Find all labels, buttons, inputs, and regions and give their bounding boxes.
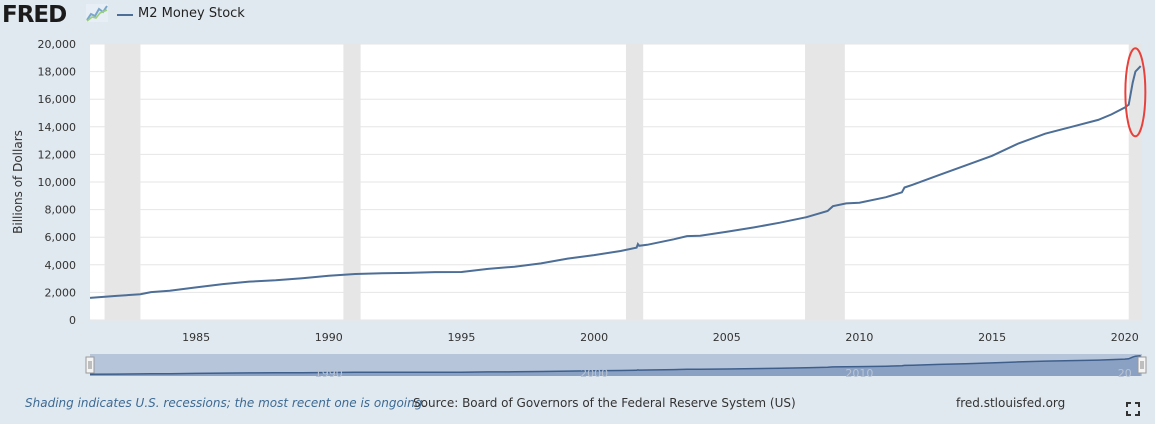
x-tick-label: 2000 <box>580 331 608 344</box>
navigator-handle-left[interactable] <box>85 356 95 374</box>
x-tick-label: 2015 <box>978 331 1006 344</box>
navigator-tick-label: 2010 <box>845 367 873 380</box>
fullscreen-icon[interactable] <box>1126 402 1140 416</box>
y-tick-label: 4,000 <box>45 259 77 272</box>
chart-header: FRED M2 Money Stock <box>0 0 1155 34</box>
x-tick-label: 1995 <box>447 331 475 344</box>
legend-swatch <box>117 14 133 16</box>
y-tick-label: 18,000 <box>38 66 77 79</box>
legend-series-name[interactable]: M2 Money Stock <box>138 6 245 21</box>
range-navigator[interactable]: 1990 2000 2010 20 <box>85 354 1147 380</box>
fred-logo[interactable]: FRED <box>2 2 67 28</box>
y-tick-label: 12,000 <box>38 148 77 161</box>
x-axis-ticks: 1985 1990 1995 2000 2005 2010 2015 2020 <box>182 331 1139 344</box>
y-tick-label: 2,000 <box>45 286 77 299</box>
navigator-tick-label: 20 <box>1118 367 1132 380</box>
y-tick-label: 16,000 <box>38 93 77 106</box>
chart: 0 2,000 4,000 6,000 8,000 10,000 12,000 14,000 1… <box>11 38 1147 380</box>
x-tick-label: 1990 <box>315 331 343 344</box>
y-axis-ticks: 0 2,000 4,000 6,000 8,000 10,000 12,000 14,000 1… <box>38 38 77 327</box>
y-axis-label: Billions of Dollars <box>11 130 25 234</box>
y-tick-label: 0 <box>69 314 76 327</box>
line-chart-icon <box>86 4 108 22</box>
y-tick-label: 14,000 <box>38 121 77 134</box>
navigator-handle-grip <box>85 356 95 374</box>
navigator-series-area <box>90 355 1141 376</box>
y-tick-label: 10,000 <box>38 176 77 189</box>
x-tick-label: 2005 <box>713 331 741 344</box>
navigator-handle-right[interactable] <box>1137 356 1147 374</box>
y-tick-label: 6,000 <box>45 231 77 244</box>
gridlines <box>90 43 1142 321</box>
series-line-m2[interactable] <box>89 65 1142 299</box>
navigator-handle-grip <box>1137 356 1147 374</box>
x-tick-label: 2020 <box>1111 331 1139 344</box>
navigator-tick-label: 1990 <box>315 367 343 380</box>
recession-note: Shading indicates U.S. recessions; the m… <box>25 396 427 410</box>
navigator-ticks: 1990 2000 2010 20 <box>315 367 1132 380</box>
navigator-tick-label: 2000 <box>580 367 608 380</box>
y-tick-label: 8,000 <box>45 204 77 217</box>
source-text: Source: Board of Governors of the Federa… <box>413 396 796 410</box>
highlight-circle <box>1124 47 1147 138</box>
y-tick-label: 20,000 <box>38 38 77 51</box>
x-tick-label: 1985 <box>182 331 210 344</box>
x-tick-label: 2010 <box>845 331 873 344</box>
source-url-link[interactable]: fred.stlouisfed.org <box>956 396 1066 410</box>
navigator-series-line <box>89 355 1141 375</box>
